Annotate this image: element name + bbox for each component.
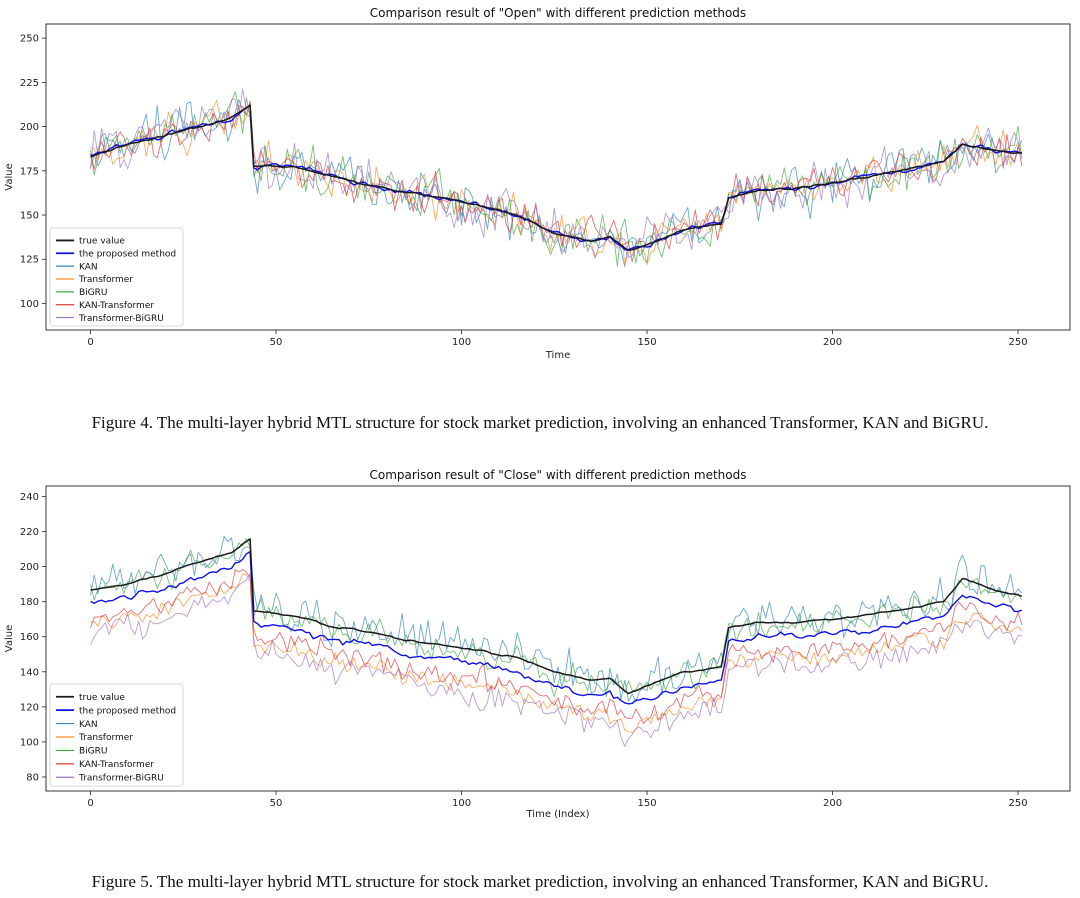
- chart-title: Comparison result of "Close" with differ…: [369, 468, 746, 482]
- close-comparison-chart: Comparison result of "Close" with differ…: [4, 468, 1071, 820]
- y-axis-label: Value: [4, 625, 15, 652]
- y-tick-label: 140: [20, 667, 39, 678]
- y-tick-label: 125: [20, 255, 39, 266]
- legend-entry: BiGRU: [79, 288, 108, 298]
- y-tick-label: 100: [20, 737, 39, 748]
- x-tick-label: 0: [87, 337, 93, 348]
- legend: true value the proposed method KAN Transfor…: [49, 227, 184, 327]
- series-lines: [90, 535, 1023, 747]
- series-line-transformer-bigru: [90, 573, 1022, 747]
- figure-5-caption: Figure 5. The multi-layer hybrid MTL str…: [91, 872, 989, 891]
- legend-entry: true value: [79, 693, 125, 703]
- x-tick-label: 250: [1009, 337, 1028, 348]
- legend-box: [49, 683, 184, 787]
- legend-box: [49, 227, 184, 327]
- series-lines: [90, 88, 1023, 268]
- legend: true value the proposed method KAN Transfor…: [49, 683, 184, 787]
- series-line-transformer: [90, 573, 1023, 734]
- x-tick-label: 250: [1009, 798, 1028, 809]
- legend-entry: true value: [79, 237, 125, 247]
- y-tick-label: 100: [20, 299, 39, 310]
- y-tick-label: 200: [20, 562, 39, 573]
- legend-entry: Transformer-BiGRU: [78, 314, 164, 324]
- legend-entry: KAN: [79, 262, 98, 272]
- plot-frame: [45, 485, 1071, 792]
- y-tick-label: 150: [20, 211, 39, 222]
- x-tick-label: 50: [270, 337, 283, 348]
- x-tick-label: 100: [452, 337, 471, 348]
- series-line-true-value: [90, 538, 1023, 695]
- legend-entry: KAN-Transformer: [79, 301, 154, 311]
- y-axis-label: Value: [4, 163, 15, 190]
- legend-entry: Transformer: [78, 733, 133, 743]
- x-axis-label: Time (Index): [526, 809, 590, 820]
- series-line-the-proposed-method: [90, 104, 1023, 251]
- x-tick-label: 100: [452, 798, 471, 809]
- x-tick-label: 200: [823, 337, 842, 348]
- legend-entry: the proposed method: [79, 706, 176, 716]
- legend-entry: KAN-Transformer: [79, 760, 154, 770]
- y-tick-label: 180: [20, 597, 39, 608]
- x-axis-label: Time: [545, 350, 570, 361]
- y-tick-label: 175: [20, 166, 39, 177]
- x-tick-label: 150: [637, 337, 656, 348]
- x-tick-label: 200: [823, 798, 842, 809]
- y-tick-label: 220: [20, 527, 39, 538]
- legend-entry: KAN: [79, 720, 98, 730]
- y-tick-label: 120: [20, 702, 39, 713]
- plot-frame: [45, 23, 1071, 331]
- y-tick-label: 250: [20, 34, 39, 45]
- series-line-kan: [90, 535, 1023, 703]
- series-line-the-proposed-method: [90, 550, 1023, 705]
- legend-entry: BiGRU: [79, 747, 108, 757]
- series-line-bigru: [90, 538, 1023, 697]
- y-tick-label: 225: [20, 78, 39, 89]
- legend-entry: Transformer: [78, 275, 133, 285]
- series-line-true-value: [90, 104, 1022, 252]
- y-tick-label: 240: [20, 492, 39, 503]
- legend-entry: Transformer-BiGRU: [78, 773, 164, 783]
- open-comparison-chart: Comparison result of "Open" with differe…: [4, 6, 1071, 361]
- x-tick-label: 150: [637, 798, 656, 809]
- x-tick-label: 50: [270, 798, 283, 809]
- series-line-transformer-bigru: [90, 88, 1023, 259]
- y-tick-label: 200: [20, 122, 39, 133]
- series-line-kan-transformer: [90, 568, 1023, 724]
- y-tick-label: 80: [26, 772, 39, 783]
- y-tick-label: 160: [20, 632, 39, 643]
- legend-entry: the proposed method: [79, 249, 176, 259]
- x-tick-label: 0: [87, 798, 93, 809]
- figure-4-caption: Figure 4. The multi-layer hybrid MTL str…: [91, 413, 989, 432]
- chart-title: Comparison result of "Open" with differe…: [370, 6, 746, 20]
